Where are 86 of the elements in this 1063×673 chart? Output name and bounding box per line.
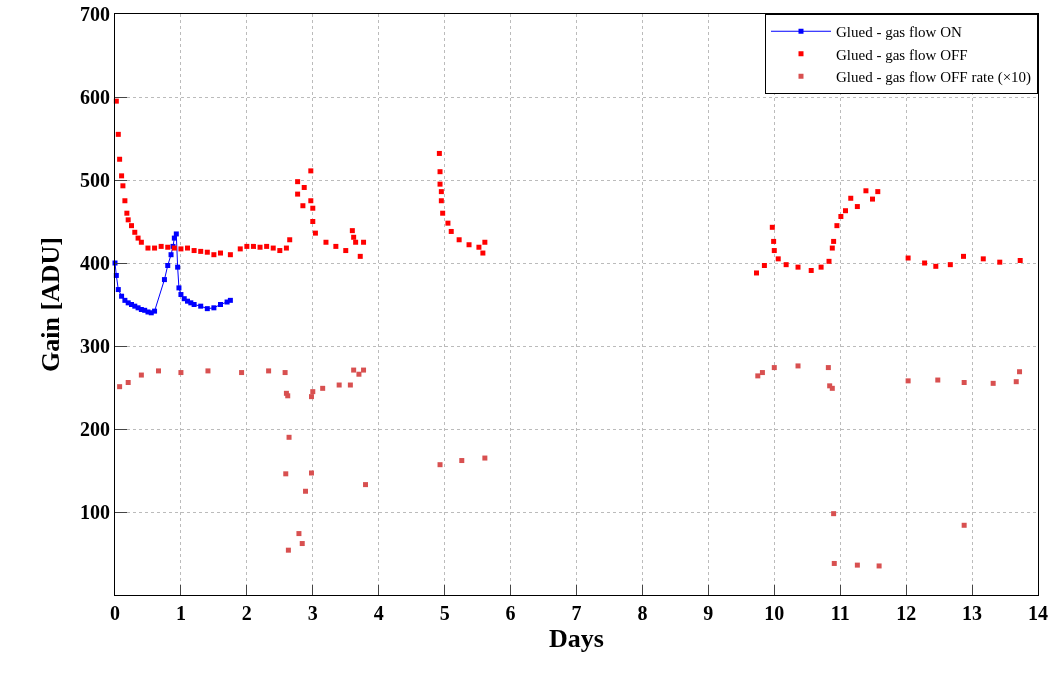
point	[310, 389, 316, 395]
point	[308, 394, 314, 400]
x-axis-title: Days	[549, 624, 604, 653]
point	[198, 303, 204, 309]
point	[211, 305, 217, 311]
y-tick-label: 400	[80, 252, 110, 274]
point	[282, 370, 288, 376]
legend-label: Glued - gas flow OFF	[836, 46, 968, 63]
x-tick-label: 14	[1028, 602, 1048, 624]
point	[1017, 369, 1023, 375]
point	[125, 380, 131, 386]
point	[935, 377, 941, 383]
point	[115, 287, 121, 293]
point	[755, 373, 761, 379]
point	[286, 434, 292, 440]
x-tick-label: 5	[439, 602, 450, 624]
point	[152, 308, 158, 314]
point	[347, 382, 353, 388]
point	[296, 531, 302, 537]
point	[771, 365, 777, 371]
point	[299, 541, 305, 547]
x-tick-label: 7	[571, 602, 582, 624]
point	[361, 367, 367, 373]
point	[795, 363, 801, 369]
point	[156, 368, 162, 374]
point	[831, 560, 837, 566]
point	[175, 264, 181, 270]
point	[437, 462, 443, 468]
point	[336, 382, 342, 388]
legend-label: Glued - gas flow OFF rate (×10)	[836, 69, 1032, 87]
point	[1013, 379, 1019, 385]
point	[363, 482, 369, 488]
point	[459, 458, 465, 464]
x-tick-label: 3	[307, 602, 318, 624]
point	[831, 511, 837, 517]
y-tick-label: 600	[80, 86, 110, 108]
legend-label: Glued - gas flow ON	[836, 24, 962, 41]
x-tick-label: 12	[896, 602, 917, 624]
y-tick-label: 300	[80, 335, 110, 357]
point	[825, 365, 831, 371]
x-tick-label: 1	[175, 602, 186, 624]
point	[961, 522, 967, 528]
y-tick-label: 100	[80, 501, 110, 523]
point	[320, 385, 326, 391]
point	[266, 368, 272, 374]
point	[482, 455, 488, 461]
point	[119, 293, 125, 299]
point	[204, 306, 210, 312]
x-tick-label: 10	[764, 602, 785, 624]
point	[168, 252, 174, 258]
y-axis-title: Gain [ADU]	[36, 236, 66, 373]
point	[176, 285, 182, 291]
point	[759, 370, 765, 376]
point	[961, 380, 967, 386]
point	[308, 470, 314, 476]
point	[303, 488, 309, 494]
point	[990, 380, 996, 386]
point	[351, 367, 357, 373]
point	[854, 562, 860, 568]
point	[356, 371, 362, 377]
y-tick-label: 500	[80, 169, 110, 191]
point	[178, 292, 184, 298]
point	[239, 370, 245, 376]
x-tick-label: 9	[703, 602, 714, 624]
point	[217, 302, 223, 307]
x-tick-label: 11	[830, 602, 850, 624]
point	[283, 471, 289, 477]
point	[285, 547, 291, 553]
point	[205, 368, 211, 374]
x-tick-label: 4	[373, 602, 384, 624]
y-tick-label: 700	[80, 3, 110, 25]
point	[171, 235, 177, 241]
x-tick-label: 0	[110, 602, 120, 624]
point	[178, 370, 184, 376]
point	[161, 277, 167, 283]
x-tick-label: 8	[637, 602, 648, 624]
x-tick-label: 6	[505, 602, 516, 624]
x-tick-label: 2	[241, 602, 252, 624]
point	[905, 378, 911, 384]
point	[117, 384, 123, 390]
point	[138, 372, 144, 378]
point	[165, 262, 171, 268]
x-tick-label: 13	[962, 602, 983, 624]
point	[173, 231, 179, 237]
point	[876, 563, 882, 569]
y-tick-label: 200	[80, 418, 110, 440]
